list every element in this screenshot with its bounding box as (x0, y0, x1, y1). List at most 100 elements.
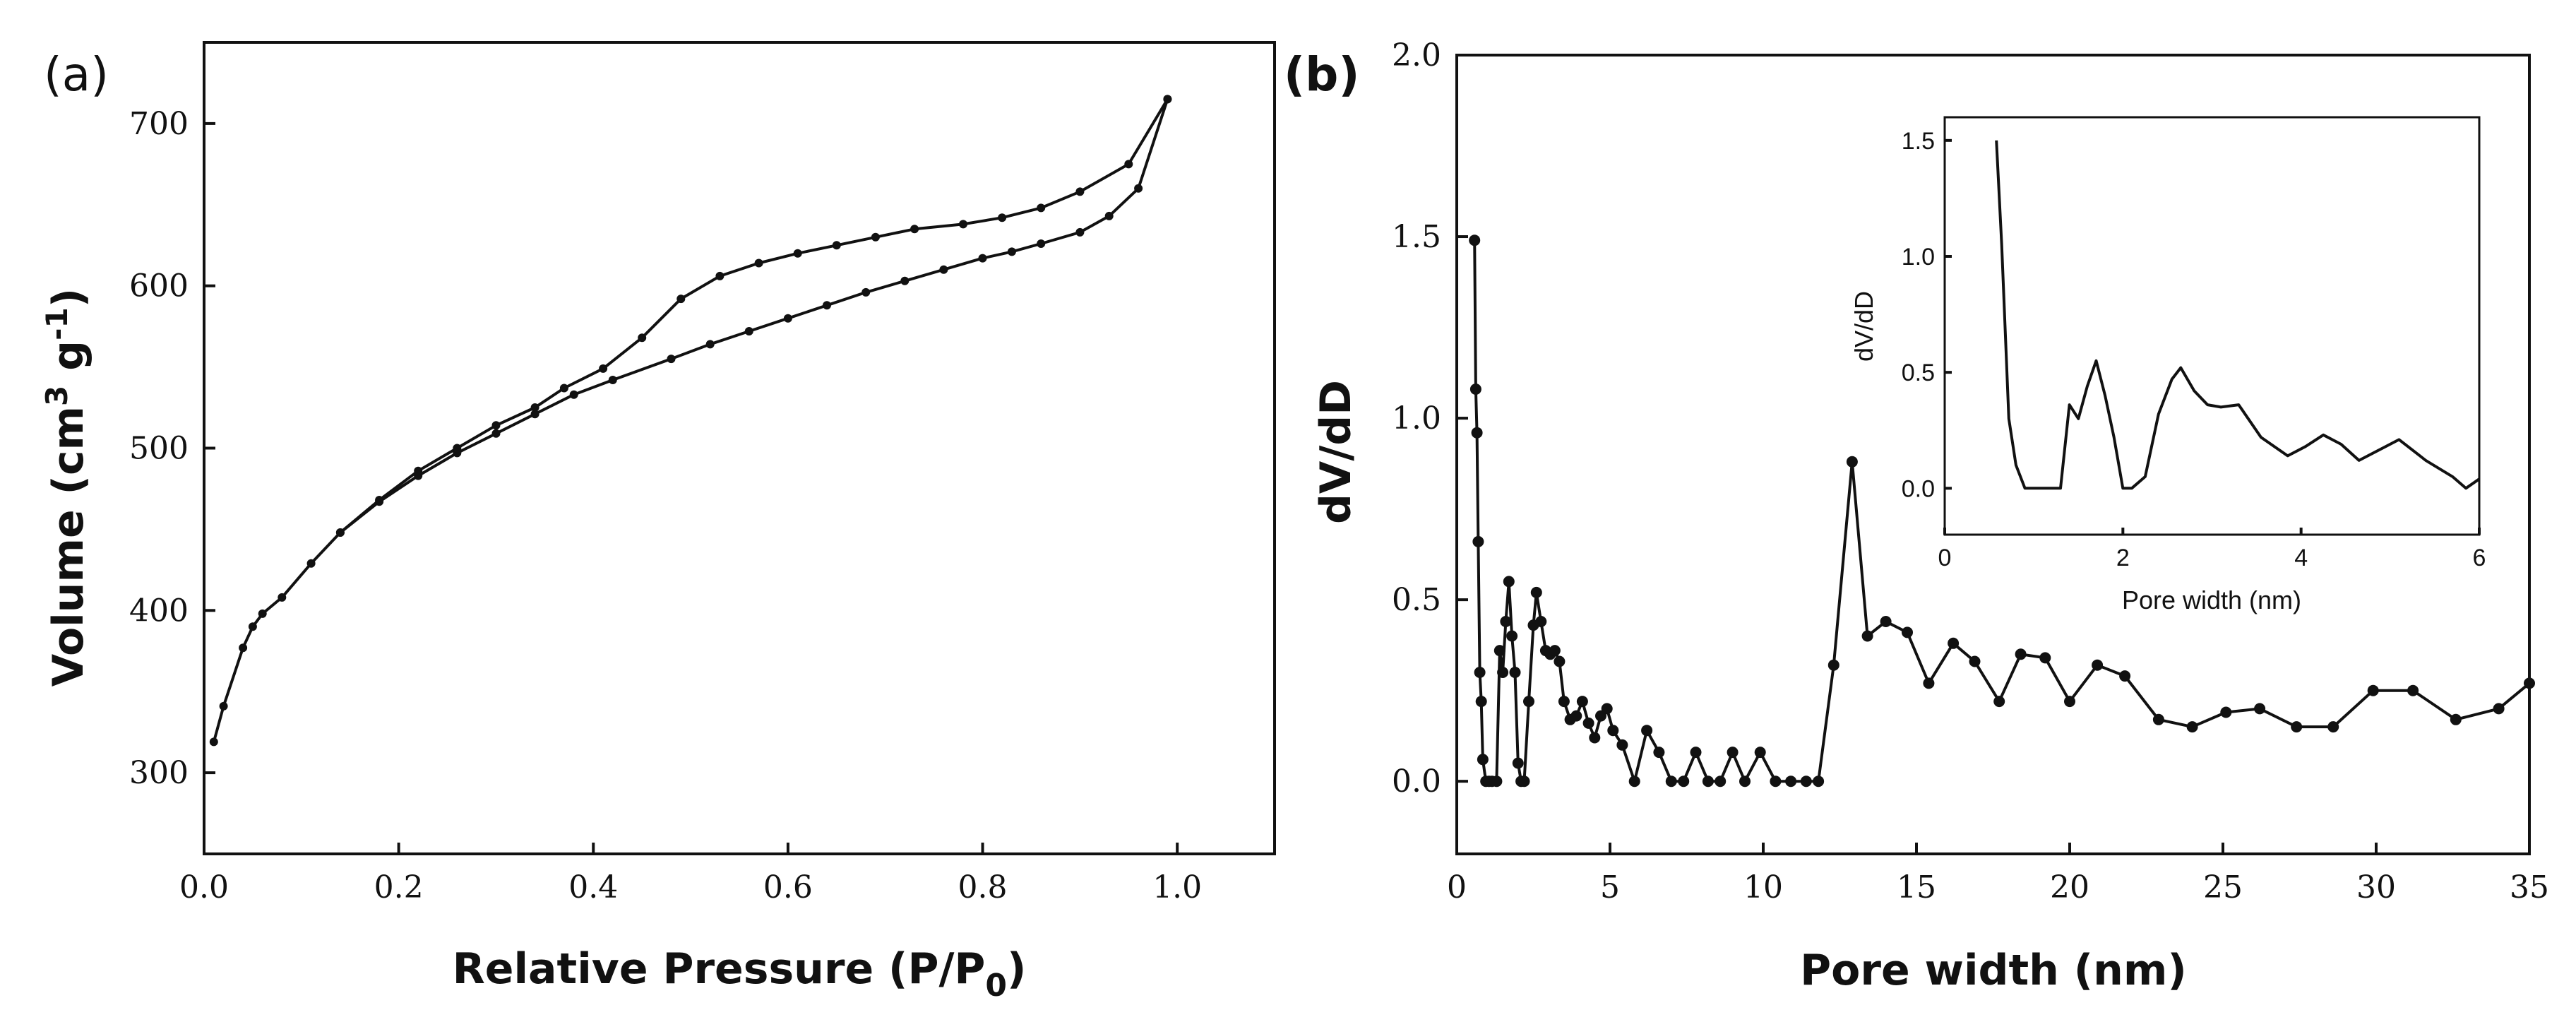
inset-y-axis-label: dV/dD (1849, 291, 1878, 362)
panel-a-y-tick-label: 300 (129, 755, 189, 791)
panel-b-data-point (1923, 677, 1935, 689)
panel-a-data-point (414, 466, 423, 475)
panel-b-series (1469, 234, 2535, 788)
panel-b-data-point (1530, 586, 1542, 598)
panel-a-data-point (715, 271, 724, 280)
panel-b-x-tick-label: 20 (2050, 869, 2089, 905)
panel-b-data-point (1601, 703, 1613, 715)
panel-a-data-point (1163, 95, 1172, 104)
panel-a-data-point (608, 376, 617, 384)
panel-a-data-point (559, 384, 568, 393)
inset-series-line-1 (1995, 140, 2481, 490)
panel-b-y-tick-label: 0.5 (1392, 582, 1441, 618)
panel-a-data-point (239, 643, 248, 653)
panel-b-data-point (1535, 616, 1547, 627)
panel-a-data-point (335, 528, 345, 537)
panel-a-data-point (306, 559, 316, 568)
panel-a-data-point (1037, 239, 1046, 248)
panel-b-label: (b) (1284, 47, 1360, 102)
panel-b-data-point (2407, 684, 2419, 696)
panel-a-data-point (1134, 184, 1143, 193)
panel-a-data-point (998, 213, 1007, 222)
panel-a-x-tick-label: 1.0 (1152, 869, 1202, 905)
panel-b-y-tick-label: 1.0 (1392, 400, 1441, 436)
panel-b-x-tick-label: 35 (2510, 869, 2549, 905)
panel-a-data-point (783, 314, 792, 323)
panel-a-isotherm-chart: (a) 0.0 0.2 0.4 0.6 0.8 1.0 300 400 500 600 700 Re… (40, 41, 1276, 1004)
panel-b-x-axis-label: Pore width (nm) (1800, 946, 2187, 995)
panel-a-data-point (1075, 227, 1085, 237)
panel-b-data-point (1678, 776, 1690, 788)
panel-a-x-tick-label: 0.6 (763, 869, 813, 905)
panel-a-data-point (1124, 160, 1133, 169)
panel-b-x-tick-label: 0 (1447, 869, 1467, 905)
inset-ticks: 0 2 4 6 0.0 0.5 1.0 1.5 (1902, 128, 2486, 571)
panel-b-data-point (1518, 776, 1530, 788)
panel-b-data-point (1509, 667, 1521, 678)
panel-b-data-point (1475, 696, 1487, 708)
panel-b-data-point (1727, 747, 1739, 759)
panel-a-y-tick-label: 600 (129, 268, 189, 304)
panel-b-data-point (1471, 427, 1483, 439)
panel-b-data-point (1506, 630, 1518, 642)
panel-a-data-point (939, 265, 948, 274)
panel-a-data-point (1104, 211, 1114, 220)
panel-b-data-point (2015, 648, 2027, 660)
panel-a-x-tick-label: 0.0 (179, 869, 229, 905)
panel-b-data-point (1827, 659, 1839, 671)
panel-a-y-axis-label: Volume (cm3 g-1) (40, 288, 93, 687)
panel-b-data-point (2291, 721, 2303, 733)
panel-b-data-point (1576, 696, 1588, 708)
panel-b-data-point (2152, 713, 2164, 725)
panel-b-data-point (1469, 384, 1481, 395)
panel-b-data-point (1880, 616, 1892, 627)
panel-b-data-point (1474, 667, 1486, 678)
panel-a-data-point (530, 410, 539, 419)
inset-y-tick-label: 1.0 (1902, 244, 1935, 271)
panel-a-plot-frame (203, 41, 1276, 855)
panel-a-data-point (491, 429, 501, 438)
panel-b-data-point (1715, 776, 1727, 788)
panel-b-data-point (1690, 747, 1702, 759)
panel-b-data-point (1770, 776, 1782, 788)
inset-y-tick-label: 0.0 (1902, 475, 1935, 502)
panel-a-data-point (754, 258, 763, 268)
panel-a-x-tick-label: 0.2 (374, 869, 424, 905)
panel-b-data-point (2367, 684, 2379, 696)
panel-b-data-point (2039, 652, 2051, 664)
panel-b-data-point (1813, 776, 1825, 788)
panel-b-data-point (1512, 757, 1524, 769)
panel-a-data-point (978, 254, 987, 263)
panel-b-data-point (1653, 747, 1665, 759)
panel-b-data-point (2220, 706, 2232, 718)
panel-b-data-point (1702, 776, 1714, 788)
panel-a-data-point (248, 622, 257, 631)
panel-b-data-point (1902, 626, 1913, 638)
panel-a-x-tick-label: 0.8 (958, 869, 1008, 905)
panel-a-data-point (823, 301, 831, 310)
panel-b-data-point (1523, 696, 1534, 708)
panel-a-data-point (959, 220, 967, 229)
panel-b-data-point (1469, 234, 1481, 246)
inset-x-tick-label: 0 (1938, 545, 1952, 571)
panel-a-data-point (599, 364, 608, 373)
panel-b-data-point (2119, 670, 2131, 682)
panel-a-series-line-2 (339, 98, 1169, 534)
panel-b-x-tick-label: 30 (2356, 869, 2396, 905)
inset-x-axis-label: Pore width (nm) (2122, 586, 2301, 614)
inset-series (1995, 140, 2481, 490)
panel-b-x-tick-label: 5 (1600, 869, 1620, 905)
panel-a-series (209, 95, 1172, 747)
panel-a-data-point (871, 232, 880, 242)
inset-plot-frame (1943, 116, 2481, 536)
panel-b-data-point (1616, 739, 1628, 751)
panel-b-data-point (1969, 655, 1981, 667)
inset-x-tick-label: 4 (2294, 545, 2308, 571)
panel-a-data-point (900, 276, 910, 285)
inset-x-tick-label: 6 (2473, 545, 2486, 571)
panel-b-data-point (2092, 659, 2104, 671)
panel-a-series-line-1 (212, 98, 1169, 742)
panel-a-data-point (569, 390, 578, 399)
panel-b-data-point (1558, 696, 1570, 708)
panel-b-data-point (1589, 732, 1601, 744)
